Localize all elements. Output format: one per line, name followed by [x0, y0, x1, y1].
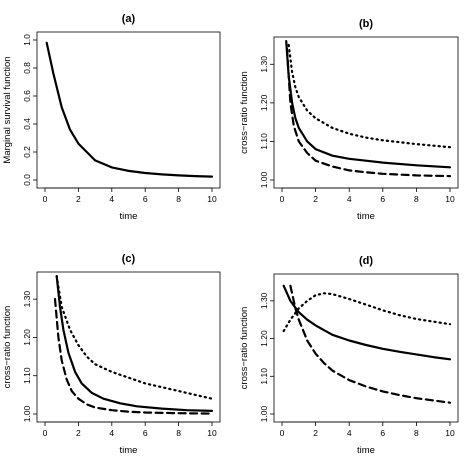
plot-frame [36, 271, 221, 423]
y-tick-label: 1.00 [259, 171, 269, 188]
x-tick-label: 8 [414, 194, 419, 204]
series-line-solid [45, 41, 214, 178]
x-tick-label: 6 [380, 428, 385, 438]
y-tick-label: 0.8 [22, 62, 32, 74]
y-tick-label: 1.10 [22, 367, 32, 384]
y-axis-title: Marginal survival function [2, 56, 13, 163]
y-tick-label: 1.20 [22, 329, 32, 346]
x-axis-title: time [120, 211, 138, 222]
x-tick-label: 6 [143, 428, 148, 438]
series-line-solid [285, 40, 452, 169]
panel-title: (d) [359, 255, 373, 267]
y-axis-title: cross−ratio function [239, 307, 250, 390]
x-tick-label: 2 [313, 194, 318, 204]
x-tick-label: 8 [176, 428, 181, 438]
x-tick-label: 10 [207, 194, 217, 204]
x-tick-label: 6 [143, 194, 148, 204]
y-axis-title: cross−ratio function [239, 71, 250, 154]
panel-c: (c) 0 2 4 6 8 10 1.00 1.10 1.20 1.30 time cross−rati… [2, 253, 221, 456]
y-tick-label: 1.20 [259, 94, 269, 111]
x-tick-label: 8 [176, 194, 181, 204]
y-tick-label: 1.20 [259, 330, 269, 347]
x-tick-label: 2 [76, 194, 81, 204]
x-axis-title: time [357, 211, 375, 222]
series-line-dotted [55, 275, 214, 400]
x-axis-title: time [357, 445, 375, 456]
series-line-dashed [289, 284, 452, 404]
series-line-dotted [287, 43, 452, 149]
y-tick-label: 0.0 [22, 174, 32, 186]
y-tick-label: 0.2 [22, 146, 32, 158]
panel-b: (b) 0 2 4 6 8 10 1.00 1.10 1.20 1.30 time cross−rati… [239, 18, 459, 222]
y-tick-label: 1.30 [259, 56, 269, 73]
x-tick-label: 8 [414, 428, 419, 438]
panel-title: (a) [122, 13, 136, 25]
x-tick-label: 0 [280, 428, 285, 438]
x-tick-label: 0 [280, 194, 285, 204]
x-tick-label: 6 [380, 194, 385, 204]
x-tick-label: 10 [445, 428, 455, 438]
plot-frame [36, 31, 221, 189]
series-line-solid [282, 284, 452, 361]
y-tick-label: 1.30 [259, 292, 269, 309]
x-tick-label: 4 [109, 428, 114, 438]
x-tick-label: 4 [109, 194, 114, 204]
x-tick-label: 0 [43, 194, 48, 204]
series-line-dotted [282, 292, 452, 333]
x-tick-label: 0 [43, 428, 48, 438]
x-axis-title: time [120, 445, 138, 456]
panel-a: (a) 0 2 4 6 8 10 0.0 0.2 0.4 0.6 0.8 1.0 time Marginal… [2, 13, 221, 222]
x-tick-label: 4 [347, 428, 352, 438]
x-tick-label: 2 [76, 428, 81, 438]
y-tick-label: 1.10 [259, 368, 269, 385]
y-tick-label: 1.10 [259, 133, 269, 150]
y-tick-label: 0.4 [22, 118, 32, 130]
x-tick-label: 10 [445, 194, 455, 204]
x-tick-label: 10 [207, 428, 217, 438]
y-tick-label: 1.00 [22, 405, 32, 422]
panel-title: (b) [359, 18, 373, 30]
x-tick-label: 2 [313, 428, 318, 438]
panel-title: (c) [122, 253, 136, 265]
series-line-dashed [53, 298, 214, 415]
y-axis-title: cross−ratio function [2, 306, 13, 389]
x-tick-label: 4 [347, 194, 352, 204]
y-tick-label: 1.00 [259, 405, 269, 422]
y-tick-label: 1.0 [22, 34, 32, 46]
series-line-solid [55, 275, 214, 412]
panel-d: (d) 0 2 4 6 8 10 1.00 1.10 1.20 1.30 time cross−rati… [239, 255, 459, 456]
y-tick-label: 0.6 [22, 90, 32, 102]
y-tick-label: 1.30 [22, 291, 32, 308]
series-line-dashed [285, 47, 452, 178]
